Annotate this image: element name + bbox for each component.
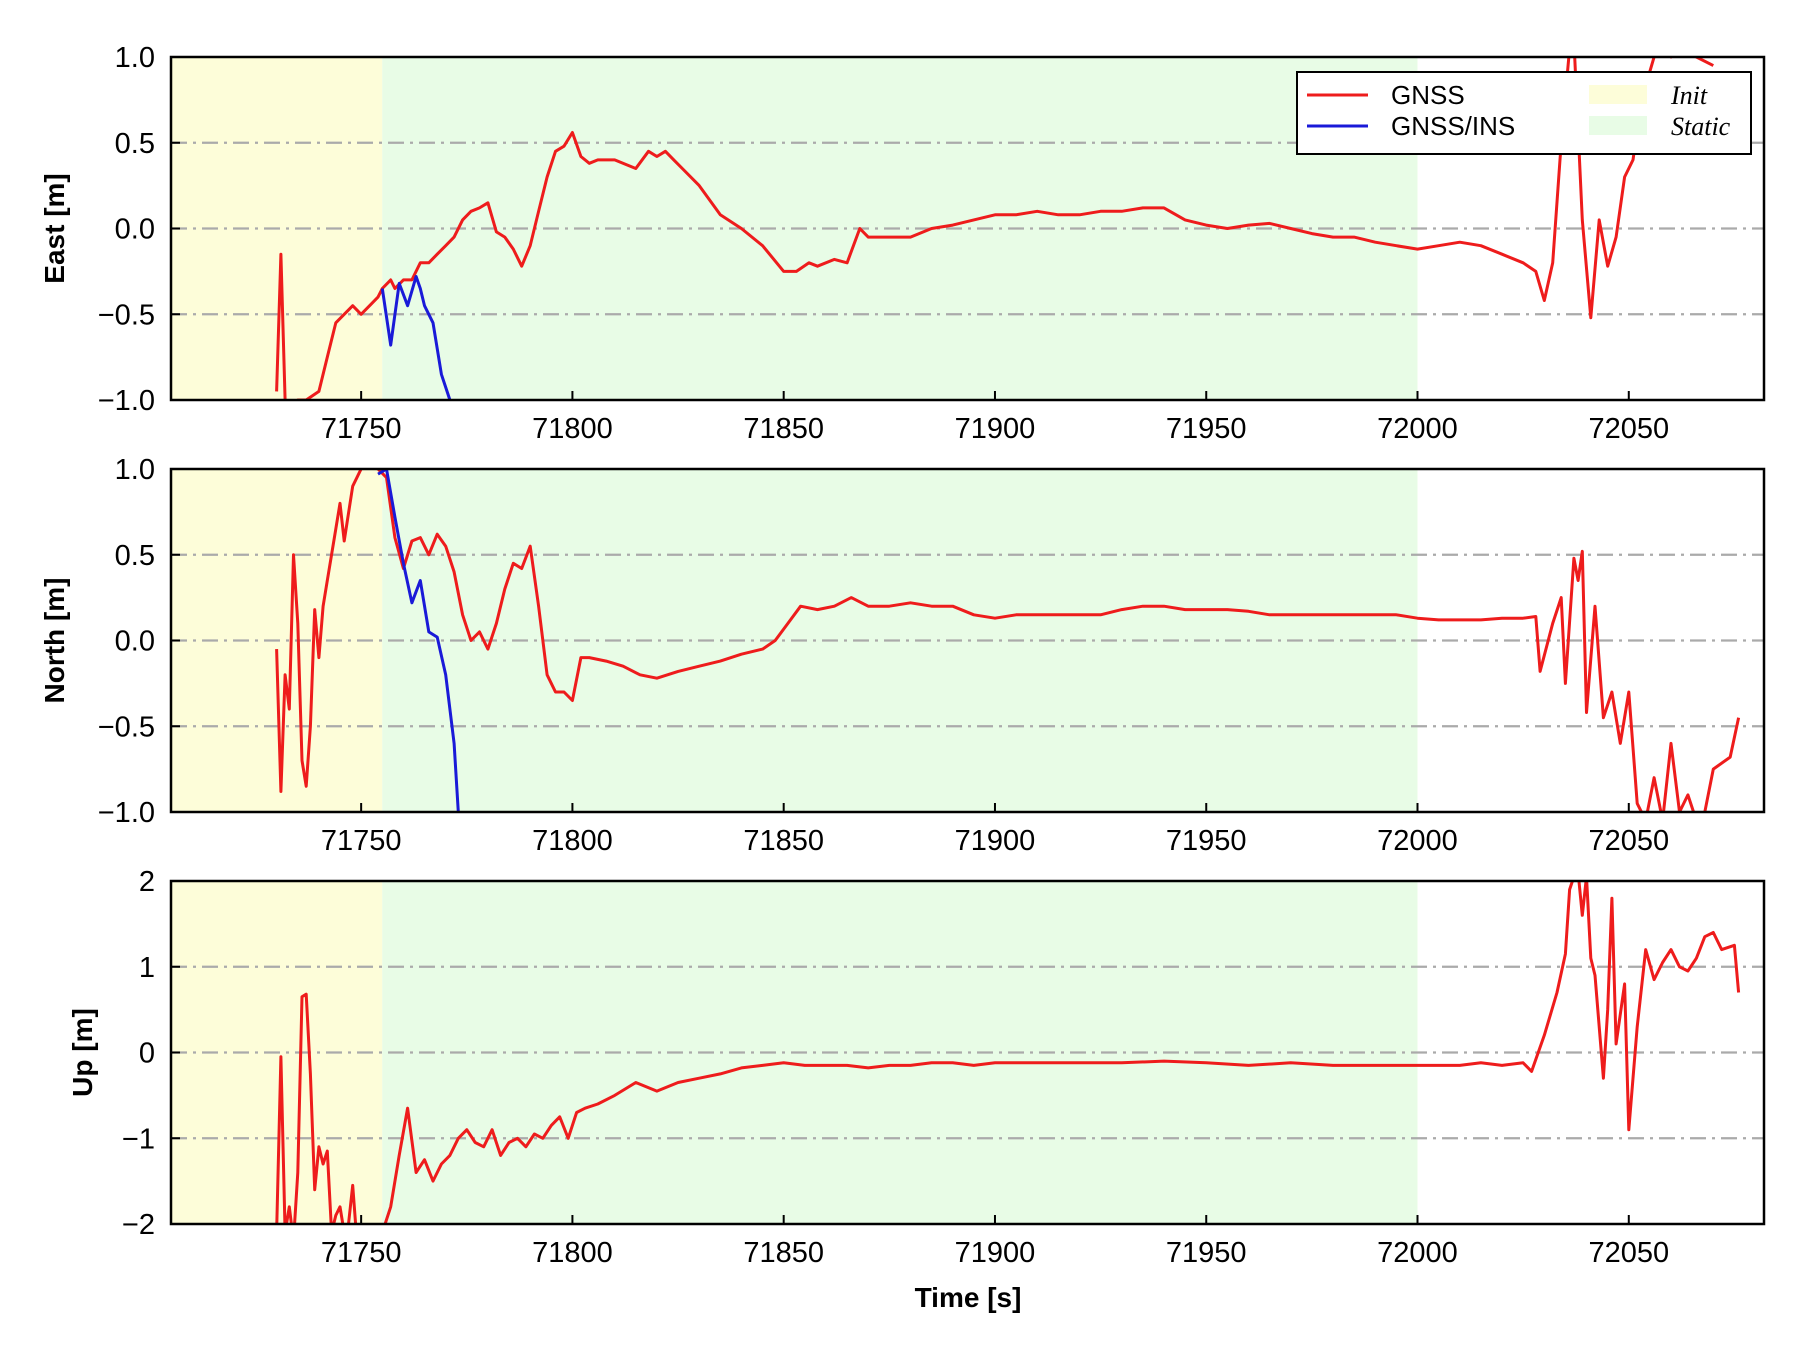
series-group: [275, 881, 1741, 1224]
x-axis-label: Time [s]: [915, 1282, 1022, 1313]
y-tick-label: 0.0: [115, 626, 155, 658]
x-tick-label: 71750: [321, 413, 402, 445]
x-tick-label: 71950: [1166, 825, 1247, 857]
x-tick-label: 71800: [532, 1237, 613, 1269]
legend-static-label: Static: [1671, 112, 1731, 141]
x-tick-label: 71800: [532, 413, 613, 445]
x-tick-label: 71800: [532, 825, 613, 857]
y-axis-label: North [m]: [39, 578, 70, 704]
y-tick-label: −1.0: [98, 385, 155, 417]
y-tick-label: 0.5: [115, 540, 155, 572]
series-line-gnss-ins: [377, 469, 460, 812]
y-axis-label: Up [m]: [67, 1008, 98, 1097]
y-tick-label: −2: [122, 1209, 155, 1241]
series-line-gnss: [275, 469, 1741, 812]
subplot-north: 71750 71800 71850 71900 71950 72000 72050 −1.0…: [39, 454, 1766, 857]
series-group: [275, 57, 1714, 400]
y-tick-label: 0: [139, 1038, 155, 1070]
legend-gnss-ins-label: GNSS/INS: [1391, 111, 1515, 141]
legend-static-patch: [1589, 116, 1647, 135]
x-tick-label: 72000: [1377, 825, 1458, 857]
y-axis-label: East [m]: [39, 173, 70, 283]
x-tick-label: 71900: [955, 825, 1036, 857]
subplot-up: 71750 71800 71850 71900 71950 72000 72050 −2 −1…: [67, 866, 1766, 1313]
y-tick-label: −0.5: [98, 711, 155, 743]
y-tick-label: 1.0: [115, 42, 155, 74]
series-line-gnss: [275, 57, 1714, 400]
legend-gnss-label: GNSS: [1391, 80, 1465, 110]
x-tick-label: 71850: [743, 825, 824, 857]
y-tick-label: 2: [139, 866, 155, 898]
x-axis-ticks: 71750 71800 71850 71900 71950 72000 72050: [321, 803, 1669, 857]
series-group: [275, 469, 1741, 812]
y-tick-label: −0.5: [98, 299, 155, 331]
x-tick-label: 71850: [743, 413, 824, 445]
y-tick-label: −1: [122, 1123, 155, 1155]
x-tick-label: 71750: [321, 825, 402, 857]
x-tick-label: 71750: [321, 1237, 402, 1269]
y-tick-label: 0.0: [115, 214, 155, 246]
y-axis-ticks: −2 −1 0 1 2: [122, 866, 180, 1241]
y-tick-label: −1.0: [98, 797, 155, 829]
legend: GNSS GNSS/INS Init Static: [1296, 71, 1752, 155]
x-tick-label: 71950: [1166, 413, 1247, 445]
subplot-east: 71750 71800 71850 71900 71950 72000 72050 −1.0…: [39, 42, 1766, 445]
x-tick-label: 71850: [743, 1237, 824, 1269]
x-tick-label: 71950: [1166, 1237, 1247, 1269]
x-tick-label: 71900: [955, 413, 1036, 445]
x-tick-label: 72050: [1588, 1237, 1669, 1269]
legend-box: [1296, 71, 1752, 155]
x-tick-label: 71900: [955, 1237, 1036, 1269]
y-axis-ticks: −1.0 −0.5 0.0 0.5 1.0: [98, 454, 180, 829]
x-axis-ticks: 71750 71800 71850 71900 71950 72000 72050: [321, 391, 1669, 445]
legend-init-label: Init: [1670, 81, 1708, 110]
x-tick-label: 72050: [1588, 825, 1669, 857]
series-line-gnss-ins: [380, 275, 452, 400]
series-line-gnss: [275, 881, 1741, 1224]
x-tick-label: 72050: [1588, 413, 1669, 445]
y-tick-label: 0.5: [115, 128, 155, 160]
x-tick-label: 72000: [1377, 1237, 1458, 1269]
y-tick-label: 1.0: [115, 454, 155, 486]
y-axis-ticks: −1.0 −0.5 0.0 0.5 1.0: [98, 42, 180, 417]
y-tick-label: 1: [139, 952, 155, 984]
legend-init-patch: [1589, 85, 1647, 104]
x-tick-label: 72000: [1377, 413, 1458, 445]
x-axis-ticks: 71750 71800 71850 71900 71950 72000 72050: [321, 1215, 1669, 1269]
